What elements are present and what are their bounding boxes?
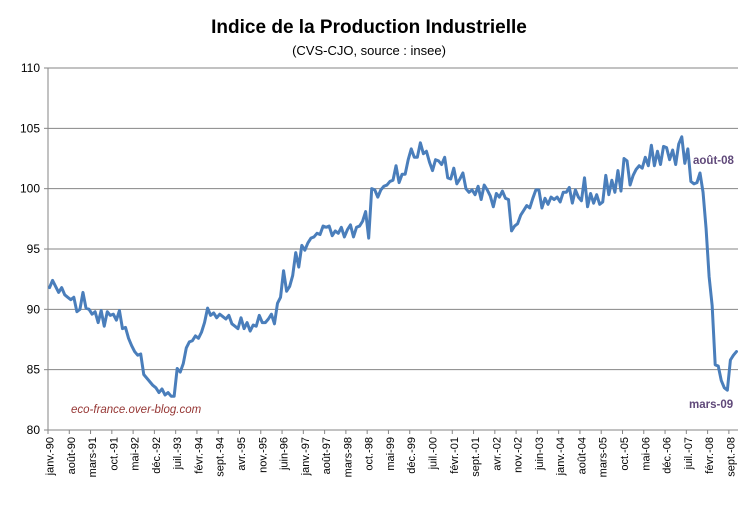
chart-title: Indice de la Production Industrielle	[211, 17, 527, 38]
x-tick-label: août-90	[66, 437, 78, 474]
x-tick-label: nov.-02	[513, 437, 525, 473]
x-tick-label: sept.-08	[725, 437, 737, 477]
x-tick-label: août-04	[576, 437, 588, 474]
x-tick-label: juil.-07	[683, 437, 695, 470]
x-tick-label: janv.-97	[300, 437, 312, 476]
gridlines	[48, 67, 738, 371]
x-tick-label: sept.-94	[215, 437, 227, 477]
x-tick-label: oct.-98	[364, 437, 376, 471]
x-tick-label: oct.-91	[108, 437, 120, 471]
x-tick-label: mai-06	[640, 437, 652, 471]
chart-subtitle: (CVS-CJO, source : insee)	[292, 43, 446, 58]
x-tick-label: août-97	[321, 437, 333, 474]
annotation-aout-08: août-08	[693, 155, 735, 167]
x-tick-label: juin-03	[534, 437, 546, 471]
x-tick-label: janv.-90	[45, 437, 57, 476]
x-tick-label: mars-91	[87, 437, 99, 477]
y-tick-label: 80	[27, 423, 41, 437]
x-tick-label: déc.-06	[662, 437, 674, 474]
x-tick-label: janv.-04	[555, 437, 567, 476]
y-tick-label: 110	[21, 61, 40, 75]
watermark-text: eco-france.over-blog.com	[71, 404, 202, 416]
x-tick-label: déc.-92	[151, 437, 163, 474]
y-tick-label: 85	[27, 363, 41, 377]
x-tick-label: juil.-93	[172, 437, 184, 470]
x-tick-label: mai-99	[385, 437, 397, 471]
x-tick-label: juil.-00	[428, 437, 440, 470]
x-tick-label: févr.-08	[704, 437, 716, 474]
x-tick-label: juin-96	[279, 437, 291, 471]
x-tick-label: nov.-95	[257, 437, 269, 473]
y-tick-label: 105	[20, 121, 40, 135]
x-tick-label: déc.-99	[406, 437, 418, 474]
x-tick-label: mai-92	[130, 437, 142, 471]
x-tick-label: avr.-02	[491, 437, 503, 471]
x-axis-ticks: janv.-90 août-90 mars-91 oct.-91 mai-92 déc.-…	[45, 430, 737, 477]
x-tick-label: mars-98	[342, 437, 354, 477]
annotation-mars-09: mars-09	[689, 399, 733, 411]
y-tick-label: 90	[27, 302, 41, 316]
x-tick-label: sept.-01	[470, 437, 482, 477]
x-tick-label: mars-05	[598, 437, 610, 477]
series-line	[48, 135, 738, 398]
x-tick-label: avr.-95	[236, 437, 248, 471]
x-tick-label: févr.-01	[449, 437, 461, 474]
y-tick-label: 95	[27, 242, 41, 256]
x-tick-label: oct.-05	[619, 437, 631, 471]
y-axis-ticks: 80 85 90 95 100 105 110	[20, 61, 48, 437]
x-tick-label: févr.-94	[193, 437, 205, 474]
y-tick-label: 100	[20, 182, 40, 196]
